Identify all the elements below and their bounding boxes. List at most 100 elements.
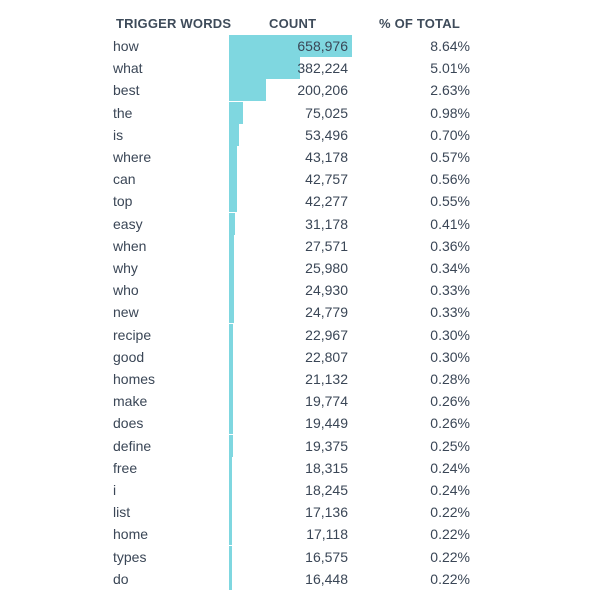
percent-label: 0.55% [430, 193, 470, 210]
percent-label: 0.25% [430, 437, 470, 454]
chart-row: new 24,779 0.33% [0, 301, 600, 324]
percent-label: 0.30% [430, 348, 470, 365]
count-label: 43,178 [305, 149, 348, 165]
header-count: COUNT [269, 16, 317, 31]
count-label: 19,375 [305, 437, 348, 454]
bar [229, 168, 237, 191]
bar [229, 545, 233, 568]
count-label: 24,779 [305, 304, 348, 321]
percent-label: 0.24% [430, 459, 470, 476]
chart-row: the 75,025 0.98% [0, 101, 600, 124]
trigger-word-label: home [113, 526, 149, 543]
chart-row: do 16,448 0.22% [0, 567, 600, 590]
percent-label: 0.22% [430, 548, 470, 565]
trigger-word-label: does [113, 415, 144, 432]
percent-label: 0.36% [430, 237, 470, 254]
count-label: 53,496 [305, 126, 348, 143]
count-label: 19,774 [305, 393, 348, 410]
count-label: 16,448 [305, 570, 348, 587]
count-label: 18,245 [305, 482, 348, 498]
chart-row: easy 31,178 0.41% [0, 212, 600, 235]
bar [229, 257, 234, 279]
chart-row: best 200,206 2.63% [0, 79, 600, 102]
percent-label: 0.30% [430, 326, 470, 343]
bar [229, 79, 267, 102]
percent-label: 0.26% [430, 393, 470, 410]
header-percent-of-total: % OF TOTAL [379, 16, 460, 31]
chart-row: make 19,774 0.26% [0, 390, 600, 413]
chart-row: is 53,496 0.70% [0, 123, 600, 146]
chart-row: good 22,807 0.30% [0, 345, 600, 368]
percent-label: 0.22% [430, 570, 470, 587]
percent-label: 0.70% [430, 126, 470, 143]
percent-label: 0.34% [430, 260, 470, 276]
percent-label: 0.33% [430, 282, 470, 299]
trigger-word-label: where [113, 149, 152, 165]
count-label: 21,132 [305, 371, 348, 387]
chart-row: i 18,245 0.24% [0, 479, 600, 501]
percent-label: 0.22% [430, 504, 470, 521]
percent-label: 0.22% [430, 526, 470, 543]
trigger-word-label: make [113, 393, 148, 410]
trigger-word-label: free [113, 459, 138, 476]
count-label: 200,206 [297, 82, 348, 99]
chart-row: list 17,136 0.22% [0, 501, 600, 524]
bar [229, 123, 239, 146]
bar [229, 212, 235, 235]
trigger-word-label: who [113, 282, 139, 299]
bar [229, 101, 243, 124]
count-label: 19,449 [305, 415, 348, 432]
chart-row: homes 21,132 0.28% [0, 368, 600, 390]
trigger-word-label: can [113, 171, 136, 188]
bar [229, 456, 233, 479]
percent-label: 5.01% [430, 60, 470, 77]
trigger-word-label: i [113, 482, 117, 498]
bar [229, 57, 301, 80]
count-label: 27,571 [305, 237, 348, 254]
chart-row: free 18,315 0.24% [0, 456, 600, 479]
trigger-word-label: best [113, 82, 140, 99]
chart-row: what 382,224 5.01% [0, 57, 600, 80]
bar [229, 434, 233, 457]
chart-row: does 19,449 0.26% [0, 412, 600, 435]
chart-row: define 19,375 0.25% [0, 434, 600, 457]
percent-label: 2.63% [430, 82, 470, 99]
count-label: 75,025 [305, 104, 348, 121]
count-label: 31,178 [305, 215, 348, 232]
percent-label: 0.57% [430, 149, 470, 165]
chart-row: recipe 22,967 0.30% [0, 323, 600, 346]
percent-label: 0.26% [430, 415, 470, 432]
chart-row: how 658,976 8.64% [0, 35, 600, 57]
bar [229, 323, 234, 346]
bar [229, 301, 234, 324]
bar [229, 35, 352, 57]
header-trigger-words: TRIGGER WORDS [116, 16, 232, 31]
count-label: 17,136 [305, 504, 348, 521]
trigger-word-label: recipe [113, 326, 152, 343]
bar [229, 368, 233, 390]
chart-row: where 43,178 0.57% [0, 146, 600, 168]
trigger-word-label: homes [113, 371, 156, 387]
bar [229, 390, 233, 413]
count-label: 16,575 [305, 548, 348, 565]
bar [229, 523, 233, 546]
trigger-word-label: the [113, 104, 133, 121]
chart-row: why 25,980 0.34% [0, 257, 600, 279]
count-label: 658,976 [297, 38, 348, 54]
bar [229, 190, 237, 213]
count-label: 42,757 [305, 171, 348, 188]
trigger-word-label: when [113, 237, 147, 254]
chart-row: top 42,277 0.55% [0, 190, 600, 213]
trigger-word-label: is [113, 126, 124, 143]
chart-row: can 42,757 0.56% [0, 168, 600, 191]
percent-label: 0.56% [430, 171, 470, 188]
count-label: 42,277 [305, 193, 348, 210]
chart-row: who 24,930 0.33% [0, 279, 600, 302]
percent-label: 0.33% [430, 304, 470, 321]
count-label: 382,224 [297, 60, 348, 77]
chart-row: when 27,571 0.36% [0, 234, 600, 257]
count-label: 22,967 [305, 326, 348, 343]
trigger-word-label: easy [113, 215, 143, 232]
bar [229, 479, 233, 501]
trigger-word-label: types [113, 548, 147, 565]
